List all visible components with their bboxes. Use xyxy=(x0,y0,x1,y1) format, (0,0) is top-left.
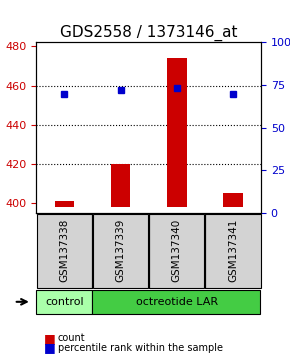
Text: percentile rank within the sample: percentile rank within the sample xyxy=(58,343,223,353)
Bar xyxy=(55,201,74,207)
FancyBboxPatch shape xyxy=(37,213,92,288)
Text: GSM137339: GSM137339 xyxy=(115,219,126,282)
Bar xyxy=(167,58,186,207)
Text: count: count xyxy=(58,333,86,343)
Text: octreotide LAR: octreotide LAR xyxy=(136,297,218,307)
Text: GSM137338: GSM137338 xyxy=(59,219,69,282)
Bar xyxy=(223,193,243,207)
Text: ■: ■ xyxy=(44,341,55,354)
Bar xyxy=(111,164,130,207)
Text: GSM137340: GSM137340 xyxy=(172,219,182,282)
Title: GDS2558 / 1373146_at: GDS2558 / 1373146_at xyxy=(60,25,238,41)
Text: control: control xyxy=(45,297,84,307)
FancyBboxPatch shape xyxy=(36,290,92,314)
FancyBboxPatch shape xyxy=(149,213,204,288)
Text: ■: ■ xyxy=(44,332,55,344)
FancyBboxPatch shape xyxy=(205,213,260,288)
FancyBboxPatch shape xyxy=(93,290,260,314)
Text: GSM137341: GSM137341 xyxy=(228,219,238,282)
FancyBboxPatch shape xyxy=(93,213,148,288)
